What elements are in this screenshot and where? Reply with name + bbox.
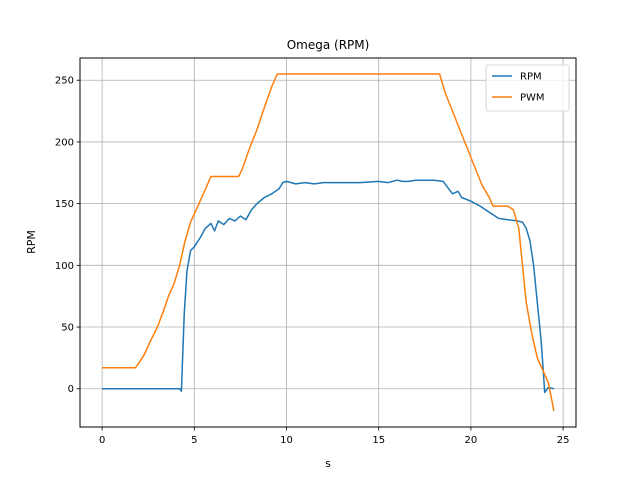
legend-label-pwm: PWM — [520, 93, 545, 104]
y-tick-label: 100 — [55, 261, 74, 272]
x-tick-label: 5 — [191, 435, 197, 446]
legend-label-rpm: RPM — [520, 72, 542, 83]
y-tick-label: 50 — [61, 323, 74, 334]
plot-frame — [79, 57, 577, 428]
y-tick-label: 0 — [68, 384, 74, 395]
legend: RPM PWM — [485, 64, 570, 112]
series-layer — [102, 73, 555, 412]
y-axis-label: RPM — [25, 230, 38, 254]
y-tick-label: 150 — [55, 199, 74, 210]
x-axis-label: s — [325, 457, 331, 470]
y-tick-label: 250 — [55, 76, 74, 87]
x-tick-label: 20 — [465, 435, 478, 446]
y-tick-label: 200 — [55, 137, 74, 148]
chart-title: Omega (RPM) — [287, 38, 370, 52]
series-line-pwm — [102, 73, 555, 412]
x-tick-label: 25 — [557, 435, 570, 446]
x-tick-label: 10 — [280, 435, 293, 446]
x-tick-label: 0 — [99, 435, 105, 446]
grid — [80, 58, 576, 427]
x-tick-label: 15 — [372, 435, 385, 446]
